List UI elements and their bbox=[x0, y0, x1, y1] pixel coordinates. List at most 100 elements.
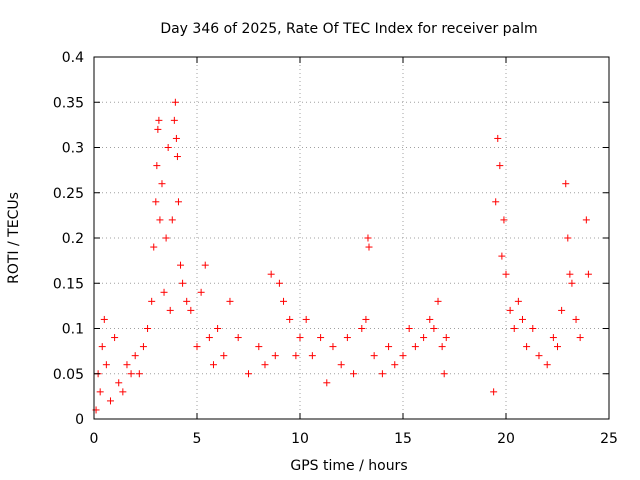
data-point bbox=[440, 370, 448, 378]
data-point bbox=[179, 279, 187, 287]
data-point bbox=[399, 352, 407, 360]
data-point bbox=[378, 370, 386, 378]
data-point bbox=[261, 361, 269, 369]
data-point bbox=[523, 343, 531, 351]
data-point bbox=[558, 306, 566, 314]
data-point bbox=[214, 325, 222, 332]
data-point bbox=[576, 334, 584, 342]
data-point bbox=[226, 297, 234, 305]
data-point bbox=[426, 315, 434, 323]
data-point bbox=[173, 153, 181, 161]
data-point bbox=[420, 334, 428, 342]
x-tick-label: 10 bbox=[291, 431, 309, 447]
data-point bbox=[554, 343, 561, 351]
data-point bbox=[562, 180, 570, 188]
data-point bbox=[154, 125, 162, 133]
data-point bbox=[564, 234, 572, 242]
data-point bbox=[139, 343, 147, 351]
data-point bbox=[506, 306, 514, 314]
data-point bbox=[582, 216, 590, 224]
data-point bbox=[442, 334, 450, 342]
data-point bbox=[150, 243, 158, 251]
data-point bbox=[171, 98, 179, 106]
data-point bbox=[496, 162, 504, 170]
data-point bbox=[518, 315, 526, 323]
data-point bbox=[385, 343, 393, 351]
data-point bbox=[337, 361, 345, 369]
data-point bbox=[170, 116, 178, 124]
data-point bbox=[510, 325, 518, 332]
data-point bbox=[286, 315, 294, 323]
y-tick-label: 0.2 bbox=[62, 231, 84, 247]
x-tick-label: 5 bbox=[193, 431, 202, 447]
data-point bbox=[131, 352, 139, 360]
data-point bbox=[111, 334, 119, 342]
data-point bbox=[329, 343, 337, 351]
data-point bbox=[177, 261, 185, 269]
data-point bbox=[494, 134, 502, 142]
x-tick-label: 20 bbox=[497, 431, 515, 447]
data-point bbox=[275, 279, 283, 287]
data-point bbox=[296, 334, 304, 342]
data-point bbox=[193, 343, 201, 351]
data-point bbox=[168, 216, 176, 224]
data-point bbox=[205, 334, 213, 342]
data-point bbox=[434, 297, 442, 305]
data-point bbox=[568, 279, 576, 287]
y-tick-label: 0 bbox=[75, 412, 84, 428]
data-point bbox=[292, 352, 300, 360]
data-point bbox=[500, 216, 508, 224]
data-point bbox=[127, 370, 135, 378]
data-point bbox=[514, 297, 522, 305]
data-point bbox=[201, 261, 209, 269]
data-point bbox=[148, 297, 156, 305]
data-point bbox=[166, 306, 174, 314]
chart-title: Day 346 of 2025, Rate Of TEC Index for r… bbox=[160, 21, 537, 37]
data-point bbox=[155, 116, 163, 124]
data-point bbox=[502, 270, 510, 278]
data-point bbox=[492, 198, 500, 206]
data-point bbox=[209, 361, 217, 369]
data-point bbox=[543, 361, 551, 369]
data-point bbox=[323, 379, 331, 387]
data-point bbox=[197, 288, 205, 296]
data-point bbox=[364, 234, 372, 242]
data-point bbox=[350, 370, 358, 378]
data-point bbox=[96, 388, 104, 396]
data-point bbox=[119, 388, 127, 396]
data-point bbox=[187, 306, 195, 314]
data-point bbox=[123, 361, 131, 369]
y-tick-label: 0.4 bbox=[62, 50, 84, 66]
data-point bbox=[245, 370, 252, 378]
data-point bbox=[529, 325, 537, 332]
data-point bbox=[158, 180, 166, 188]
data-point bbox=[430, 325, 438, 332]
data-point bbox=[317, 334, 325, 342]
data-point bbox=[174, 198, 182, 206]
data-point bbox=[490, 388, 498, 396]
y-tick-label: 0.05 bbox=[53, 367, 84, 383]
data-point bbox=[498, 252, 506, 260]
data-points bbox=[92, 98, 592, 414]
data-point bbox=[183, 297, 191, 305]
data-point bbox=[343, 334, 351, 342]
data-point bbox=[535, 352, 543, 360]
y-axis-label: ROTI / TECUs bbox=[6, 192, 22, 284]
y-tick-label: 0.1 bbox=[62, 322, 84, 338]
data-point bbox=[144, 325, 152, 332]
data-point bbox=[572, 315, 580, 323]
data-point bbox=[280, 297, 288, 305]
data-point bbox=[365, 243, 373, 251]
data-point bbox=[255, 343, 263, 351]
data-point bbox=[162, 234, 170, 242]
data-point bbox=[172, 134, 180, 142]
axis-ticks: 0 5 10 15 20 25 0 0.05 0.1 0.15 0.2 0.25 0.3 0.35 0.4 bbox=[53, 50, 618, 447]
data-point bbox=[584, 270, 592, 278]
plot-frame bbox=[93, 56, 610, 420]
y-tick-label: 0.25 bbox=[53, 186, 84, 202]
data-point bbox=[549, 334, 557, 342]
data-point bbox=[411, 343, 419, 351]
data-point bbox=[362, 315, 370, 323]
x-tick-label: 0 bbox=[90, 431, 99, 447]
